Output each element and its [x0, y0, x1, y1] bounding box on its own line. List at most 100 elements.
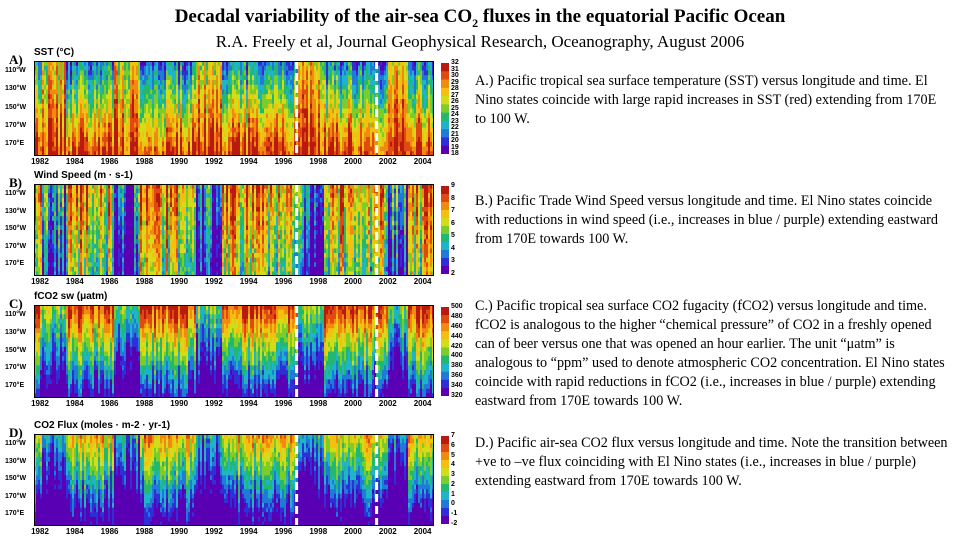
- colorbar-tick-label: 400: [451, 352, 463, 359]
- x-tick-label: 2004: [414, 277, 432, 286]
- x-tick-label: 1998: [309, 399, 327, 408]
- colorbar: [441, 307, 449, 396]
- y-tick-label: 130°W: [5, 208, 26, 215]
- colorbar-segment: [441, 146, 449, 154]
- x-tick-label: 1986: [101, 527, 119, 536]
- colorbar-segment: [441, 323, 449, 332]
- x-tick-label: 1982: [31, 277, 49, 286]
- x-tick-label: 1994: [240, 527, 258, 536]
- colorbar-segment: [441, 444, 449, 453]
- y-tick-label: 170°E: [5, 382, 24, 389]
- x-tick-label: 1984: [66, 277, 84, 286]
- panel-title: CO2 Flux (moles · m-2 · yr-1): [34, 420, 170, 431]
- colorbar-segment: [441, 186, 449, 195]
- colorbar: [441, 186, 449, 274]
- colorbar-segment: [441, 258, 449, 267]
- colorbar-segment: [441, 356, 449, 365]
- colorbar-segment: [441, 226, 449, 235]
- x-tick-label: 2000: [344, 157, 362, 166]
- colorbar-tick-label: 7: [451, 207, 455, 214]
- x-tick-label: 1986: [101, 399, 119, 408]
- colorbar-segment: [441, 460, 449, 469]
- description-d: D.) Pacific air-sea CO2 flux versus long…: [475, 434, 950, 491]
- page-title: Decadal variability of the air-sea CO2 f…: [0, 6, 960, 31]
- x-tick-label: 2002: [379, 277, 397, 286]
- y-tick-label: 150°W: [5, 104, 26, 111]
- description-a: A.) Pacific tropical sea surface tempera…: [475, 72, 950, 129]
- x-tick-label: 2002: [379, 157, 397, 166]
- colorbar-segment: [441, 88, 449, 97]
- colorbar-segment: [441, 347, 449, 356]
- colorbar-segment: [441, 250, 449, 259]
- colorbar-tick-label: 5: [451, 452, 455, 459]
- colorbar-tick-label: 320: [451, 392, 463, 399]
- colorbar-segment: [441, 234, 449, 243]
- x-tick-label: 1986: [101, 277, 119, 286]
- colorbar-segment: [441, 194, 449, 203]
- panel-title: fCO2 sw (μatm): [34, 291, 107, 302]
- y-tick-label: 170°W: [5, 493, 26, 500]
- colorbar-segment: [441, 315, 449, 324]
- colorbar-tick-label: 420: [451, 343, 463, 350]
- colorbar-segment: [441, 266, 449, 274]
- colorbar-tick-label: 3: [451, 257, 455, 264]
- x-tick-label: 1982: [31, 157, 49, 166]
- colorbar-segment: [441, 468, 449, 477]
- colorbar-tick-label: 9: [451, 182, 455, 189]
- colorbar-segment: [441, 492, 449, 501]
- x-tick-label: 1996: [275, 277, 293, 286]
- y-tick-label: 170°E: [5, 260, 24, 267]
- colorbar-tick-label: 18: [451, 150, 459, 157]
- colorbar-segment: [441, 218, 449, 227]
- colorbar-segment: [441, 307, 449, 316]
- colorbar-segment: [441, 242, 449, 251]
- colorbar-tick-label: 380: [451, 362, 463, 369]
- y-tick-label: 150°W: [5, 225, 26, 232]
- y-tick-label: 130°W: [5, 329, 26, 336]
- colorbar-segment: [441, 96, 449, 105]
- colorbar-tick-label: -1: [451, 510, 457, 517]
- y-tick-label: 170°W: [5, 122, 26, 129]
- page-subtitle: R.A. Freely et al, Journal Geophysical R…: [0, 32, 960, 52]
- y-tick-label: 150°W: [5, 347, 26, 354]
- colorbar-tick-label: 360: [451, 372, 463, 379]
- x-tick-label: 1992: [205, 157, 223, 166]
- colorbar-tick-label: 6: [451, 442, 455, 449]
- x-tick-label: 1982: [31, 399, 49, 408]
- colorbar: [441, 63, 449, 154]
- colorbar-segment: [441, 113, 449, 122]
- x-tick-label: 2004: [414, 527, 432, 536]
- panel-title: SST (°C): [34, 47, 74, 58]
- colorbar-segment: [441, 484, 449, 493]
- colorbar-segment: [441, 202, 449, 211]
- description-b: B.) Pacific Trade Wind Speed versus long…: [475, 192, 950, 249]
- x-tick-label: 1994: [240, 277, 258, 286]
- colorbar-tick-label: 1: [451, 491, 455, 498]
- y-tick-label: 110°W: [5, 440, 26, 447]
- x-tick-label: 1992: [205, 527, 223, 536]
- y-tick-label: 130°W: [5, 458, 26, 465]
- colorbar-tick-label: 4: [451, 245, 455, 252]
- panel-label: B): [9, 175, 22, 191]
- y-tick-label: 110°W: [5, 190, 26, 197]
- colorbar-segment: [441, 71, 449, 80]
- colorbar-segment: [441, 137, 449, 146]
- colorbar-segment: [441, 452, 449, 461]
- x-tick-label: 1994: [240, 399, 258, 408]
- x-tick-label: 1998: [309, 157, 327, 166]
- x-tick-label: 1988: [135, 277, 153, 286]
- x-tick-label: 1988: [135, 157, 153, 166]
- y-tick-label: 170°W: [5, 364, 26, 371]
- y-tick-label: 110°W: [5, 67, 26, 74]
- x-tick-label: 2000: [344, 399, 362, 408]
- x-tick-label: 1996: [275, 399, 293, 408]
- colorbar-segment: [441, 339, 449, 348]
- y-tick-label: 130°W: [5, 85, 26, 92]
- colorbar-segment: [441, 129, 449, 138]
- x-tick-label: 2000: [344, 277, 362, 286]
- colorbar-segment: [441, 380, 449, 389]
- colorbar-segment: [441, 476, 449, 485]
